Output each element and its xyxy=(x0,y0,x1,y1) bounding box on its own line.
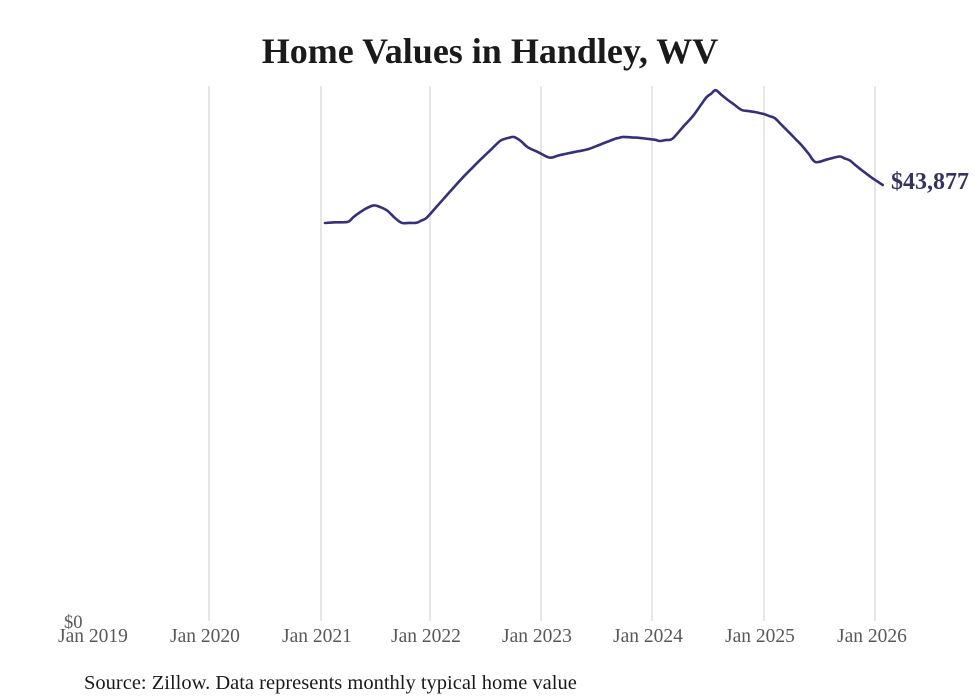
svg-text:Jan 2019: Jan 2019 xyxy=(58,626,128,647)
svg-text:Jan 2023: Jan 2023 xyxy=(502,626,572,647)
svg-text:$43,877: $43,877 xyxy=(891,169,969,195)
svg-text:Jan 2026: Jan 2026 xyxy=(837,626,907,647)
svg-text:Jan 2021: Jan 2021 xyxy=(282,626,352,647)
svg-text:Jan 2025: Jan 2025 xyxy=(725,626,795,647)
svg-text:Jan 2024: Jan 2024 xyxy=(613,626,683,647)
svg-text:Jan 2020: Jan 2020 xyxy=(170,626,240,647)
svg-text:Jan 2022: Jan 2022 xyxy=(391,626,461,647)
